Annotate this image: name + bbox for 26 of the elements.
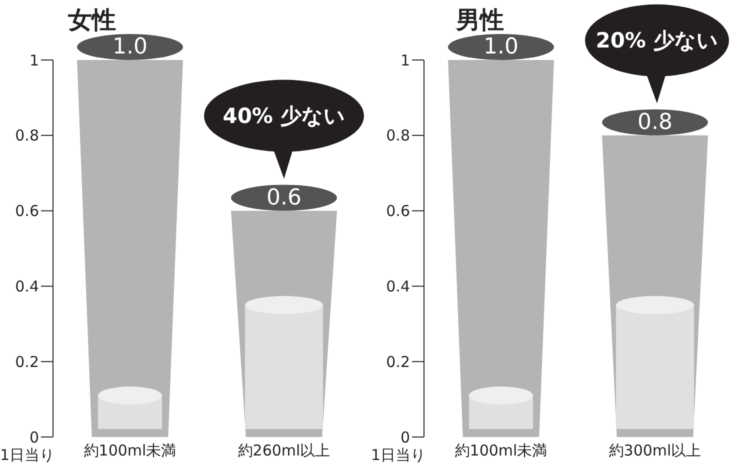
data-label: 0.6 — [266, 185, 302, 210]
text: 20% 少ない — [596, 28, 718, 52]
chart-title: 女性 — [68, 5, 116, 36]
data-label: 0.8 — [638, 110, 672, 135]
y-tick-label: 0.2 — [15, 352, 39, 371]
x-tick-label: 約100ml未満 — [84, 442, 176, 460]
x-axis-title: 1日当り — [371, 446, 426, 465]
data-label: 1.0 — [484, 34, 518, 60]
x-tick-label: 約100ml未満 — [454, 442, 548, 460]
y-tick-label: 0.8 — [386, 126, 410, 145]
x-tick-label: 約260ml以上 — [238, 442, 330, 460]
y-tick-label: 0.2 — [386, 352, 410, 371]
y-tick-label: 0 — [400, 428, 410, 446]
data-label: 1.0 — [112, 34, 148, 60]
y-tick-label: 0.6 — [15, 202, 39, 220]
y-tick-label: 0.4 — [15, 278, 39, 296]
y-tick-label: 0.4 — [386, 278, 410, 296]
y-tick-label: 0.6 — [386, 202, 410, 220]
x-axis-title: 1日当り — [0, 446, 55, 465]
y-tick-label: 0.8 — [15, 126, 39, 145]
y-tick-label: 0 — [29, 428, 39, 446]
chart-title: 男性 — [456, 5, 504, 36]
y-tick-label: 1 — [400, 51, 410, 70]
x-tick-label: 約300ml以上 — [608, 442, 702, 460]
annotation: 40% 少ない — [222, 104, 346, 128]
y-tick-label: 1 — [29, 51, 39, 70]
